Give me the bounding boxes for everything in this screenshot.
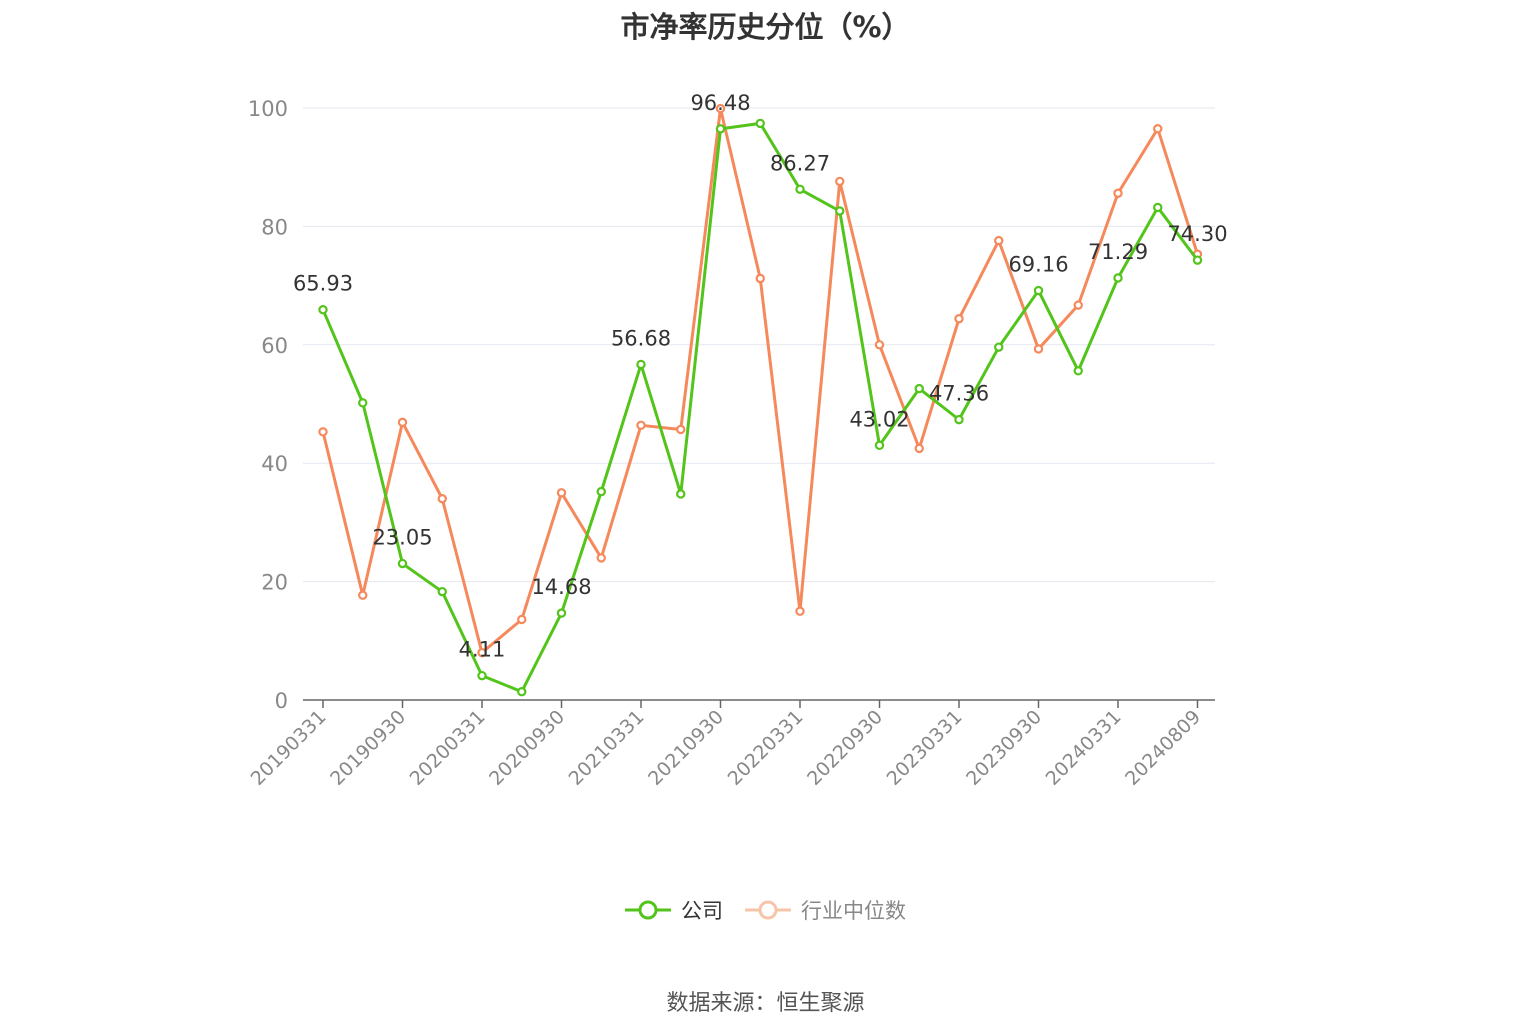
industry-data-point (1113, 188, 1123, 198)
company-data-point (556, 608, 567, 618)
series-layer (318, 103, 1203, 697)
company-data-point (358, 398, 368, 408)
industry-data-point (358, 590, 368, 600)
company-data-label: 14.68 (531, 575, 591, 599)
company-data-point (1113, 273, 1123, 283)
x-tick-label: 20190930 (326, 706, 410, 790)
industry-data-point (556, 488, 567, 498)
legend-item-company[interactable]: 公司 (625, 895, 723, 925)
x-tick-label: 20200930 (485, 706, 569, 790)
company-data-label: 65.93 (293, 272, 353, 296)
industry-data-point (914, 443, 924, 454)
company-data-point (795, 184, 805, 194)
company-data-point (835, 206, 845, 216)
x-tick-label: 20200331 (406, 706, 490, 790)
company-data-point (397, 558, 408, 569)
company-data-point (874, 440, 885, 451)
grid-layer (303, 107, 1215, 583)
y-tick-label: 0 (275, 689, 288, 713)
company-data-point (596, 486, 606, 497)
y-tick-label: 100 (248, 97, 288, 121)
industry-data-point (437, 494, 447, 504)
x-tick-label: 20190331 (247, 706, 331, 790)
x-tick-label: 20240809 (1121, 706, 1205, 790)
company-series-line (321, 121, 1199, 694)
industry-data-point (1033, 344, 1044, 354)
x-tick-label: 20220930 (803, 706, 887, 790)
industry-data-point (795, 606, 805, 616)
x-tick-label: 20230331 (883, 706, 967, 790)
legend-industry-marker-icon (745, 900, 791, 920)
industry-data-point (954, 314, 964, 324)
x-tick-label: 20220331 (724, 706, 808, 790)
company-data-point (715, 124, 726, 134)
y-tick-label: 40 (261, 452, 288, 476)
y-tick-label: 60 (261, 334, 288, 358)
company-data-label: 86.27 (770, 151, 830, 175)
company-data-point (477, 670, 487, 681)
company-data-point (517, 687, 527, 697)
y-tick-label: 20 (261, 571, 288, 595)
axis-layer: 0 20 40 60 80 100 2019033120190930202003312020… (247, 97, 1215, 790)
industry-data-point (874, 340, 885, 350)
y-tick-label: 80 (261, 215, 288, 239)
company-data-label: 69.16 (1008, 253, 1068, 277)
x-tick-label: 20230930 (962, 706, 1046, 790)
industry-series-line (321, 107, 1199, 655)
company-data-point (914, 383, 924, 394)
legend-company-label: 公司 (681, 899, 723, 923)
company-data-point (1033, 285, 1044, 296)
company-data-point (994, 342, 1004, 352)
company-data-label: 74.30 (1167, 222, 1227, 246)
company-data-label: 23.05 (372, 526, 432, 550)
x-tick-label: 20210930 (644, 706, 728, 790)
industry-data-point (517, 614, 527, 625)
company-data-label: 4.11 (459, 638, 506, 662)
industry-data-point (835, 176, 845, 187)
legend-industry-label: 行业中位数 (801, 899, 906, 923)
legend-company-marker-icon (625, 900, 671, 920)
industry-data-point (676, 424, 686, 435)
company-data-point (1192, 255, 1203, 265)
industry-data-point (1073, 300, 1083, 310)
industry-data-point (755, 273, 765, 284)
company-data-point (318, 304, 328, 315)
company-data-label: 43.02 (849, 407, 909, 431)
industry-data-point (994, 235, 1004, 246)
legend-item-industry[interactable]: 行业中位数 (745, 895, 906, 925)
company-data-point (636, 359, 646, 370)
company-data-point (755, 118, 765, 129)
legend: 公司 行业中位数 (0, 895, 1531, 925)
company-data-label: 47.36 (929, 382, 989, 406)
company-data-point (1153, 202, 1163, 213)
x-tick-label: 20210331 (565, 706, 649, 790)
industry-data-point (477, 647, 487, 658)
company-data-label: 96.48 (690, 91, 750, 115)
company-data-point (437, 586, 447, 597)
label-layer: 65.93 23.05 4.11 14.68 56.68 96.48 86.27 43.02 4… (293, 91, 1228, 662)
company-data-label: 56.68 (611, 326, 671, 350)
industry-data-point (318, 427, 328, 437)
company-data-point (676, 489, 686, 499)
company-data-label: 71.29 (1088, 240, 1148, 264)
company-data-point (954, 414, 964, 425)
industry-data-point (596, 553, 606, 563)
industry-data-point (397, 417, 408, 428)
company-data-point (1073, 366, 1083, 376)
x-tick-label: 20240331 (1042, 706, 1126, 790)
industry-data-point (715, 103, 726, 114)
industry-data-point (1153, 124, 1163, 134)
source-note: 数据来源：恒生聚源 (666, 991, 865, 1016)
chart-title: 市净率历史分位（%） (620, 10, 911, 44)
industry-data-point (636, 420, 646, 431)
